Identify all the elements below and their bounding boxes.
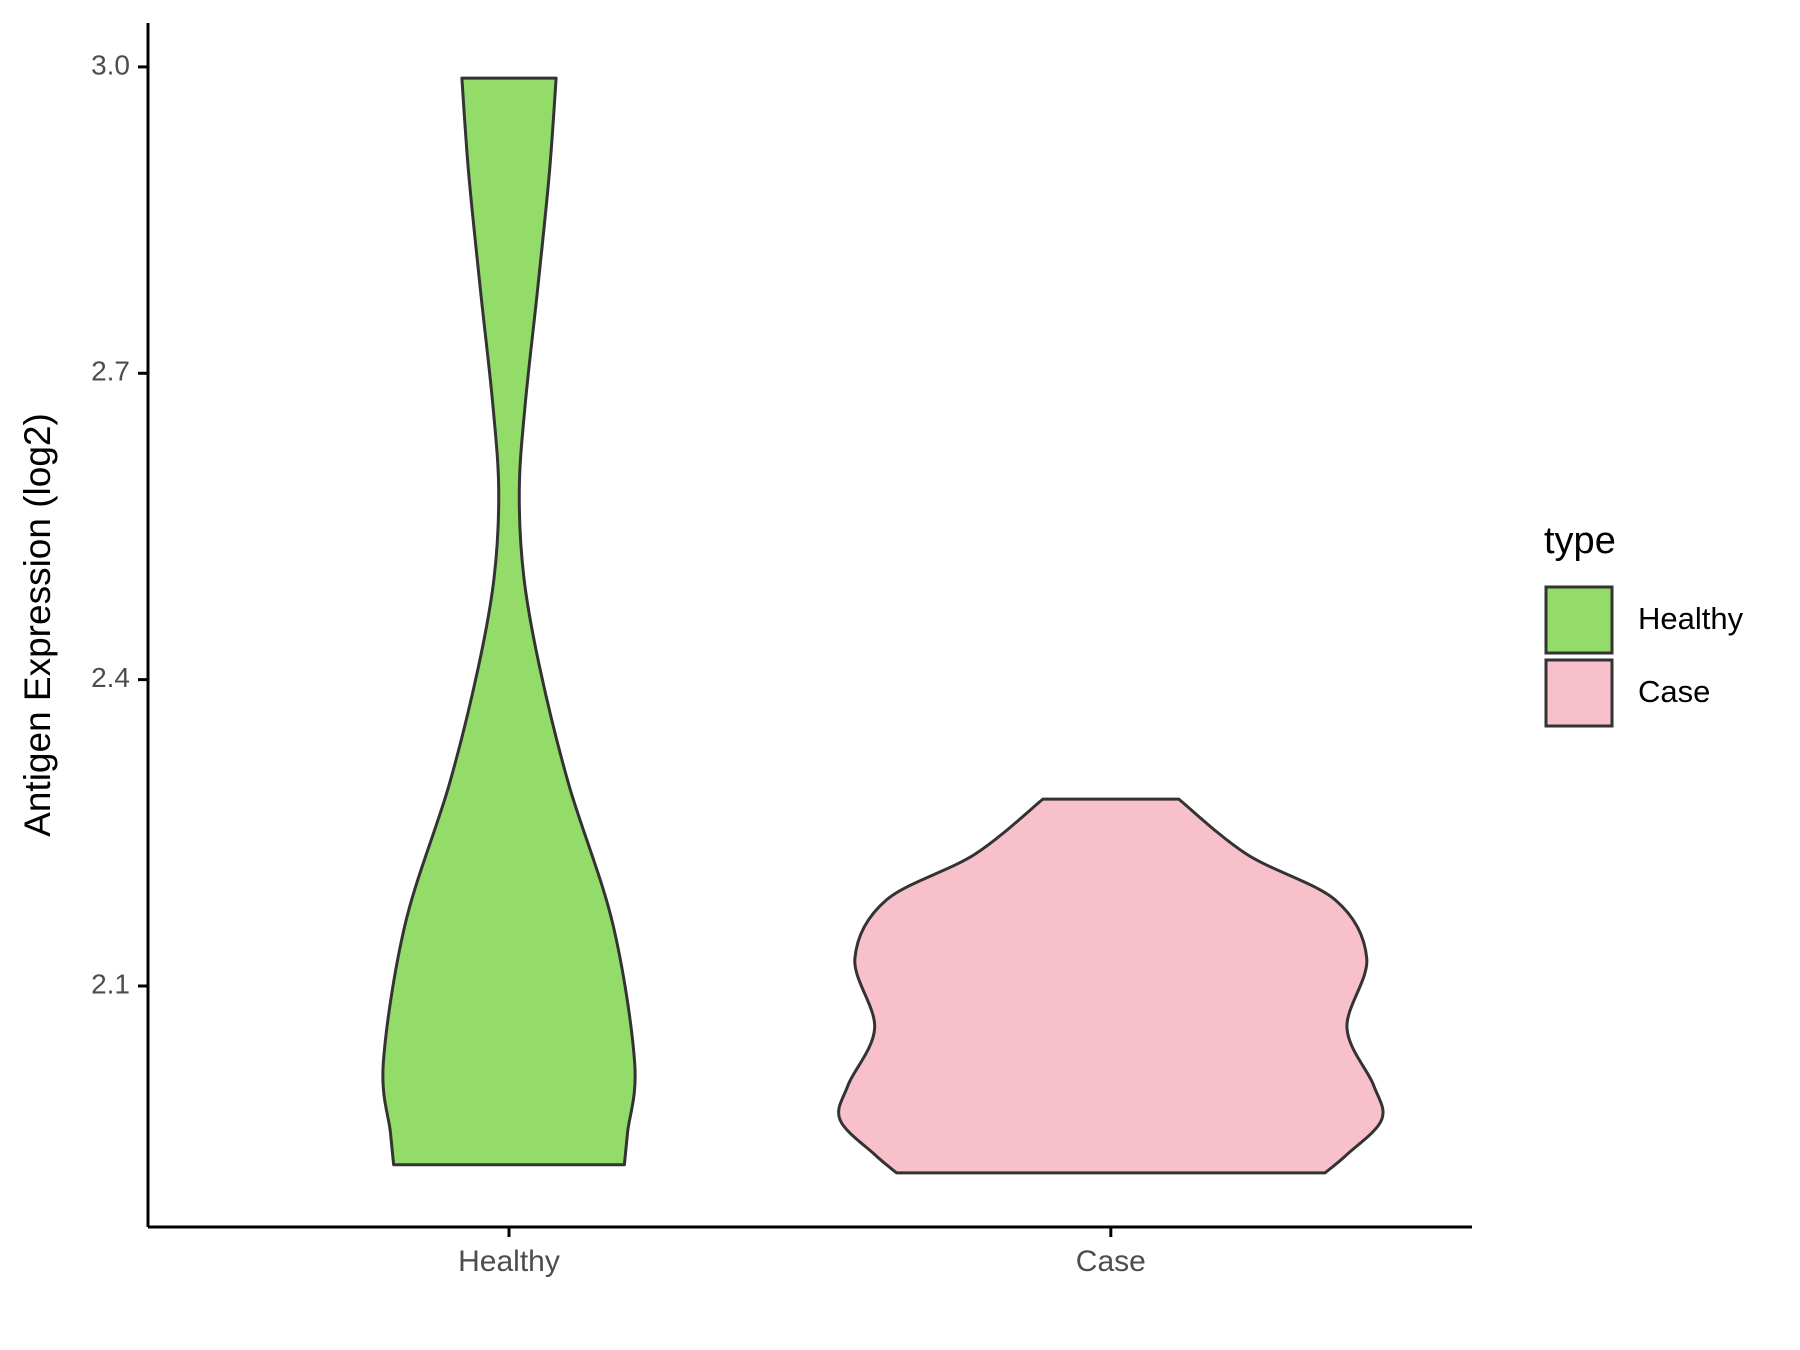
- y-tick-label: 2.4: [91, 662, 130, 693]
- y-tick-label: 3.0: [91, 49, 130, 80]
- y-tick-label: 2.1: [91, 968, 130, 999]
- y-axis-title: Antigen Expression (log2): [17, 413, 58, 837]
- y-tick-label: 2.7: [91, 356, 130, 387]
- legend-key: [1544, 658, 1614, 728]
- legend-label: Healthy: [1638, 601, 1744, 636]
- x-tick-label: Case: [1076, 1245, 1146, 1278]
- legend-title: type: [1544, 520, 1616, 562]
- x-tick-label: Healthy: [458, 1245, 560, 1278]
- violin: [381, 76, 637, 1167]
- violin: [837, 797, 1385, 1175]
- legend-key: [1544, 585, 1614, 655]
- legend-label: Case: [1638, 674, 1710, 709]
